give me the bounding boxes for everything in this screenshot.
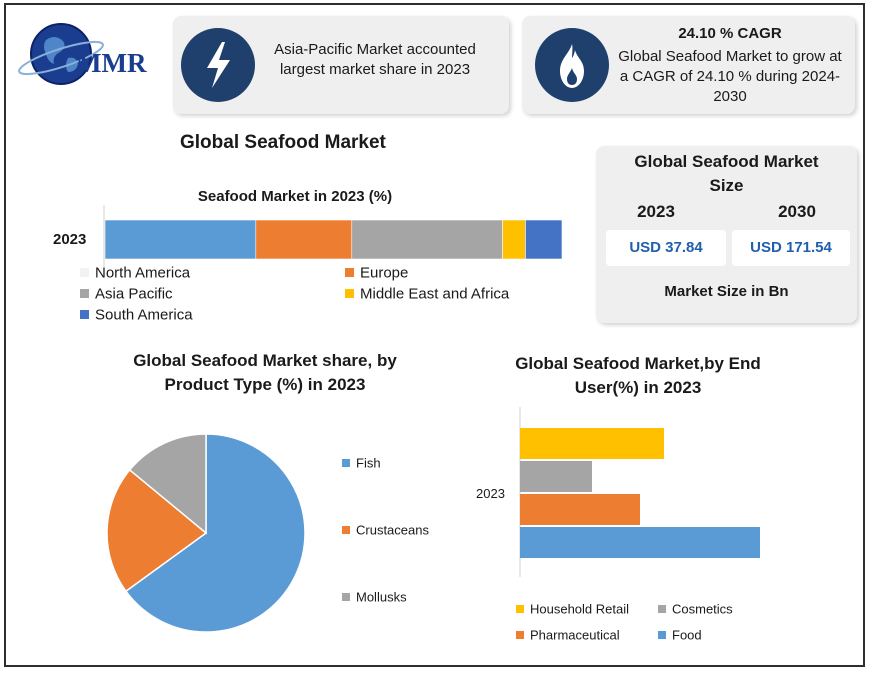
- stacked-bar-segment: [502, 219, 526, 260]
- legend-swatch: [80, 310, 89, 320]
- chart3-legend: Household Retail Cosmetics Pharmaceutical F…: [516, 600, 776, 650]
- logo: MMR: [16, 18, 161, 88]
- size-year-2030: 2030: [778, 202, 816, 221]
- chart1-legend: North America Europe Asia Pacific Middle Ea…: [80, 264, 540, 326]
- logo-text: MMR: [76, 48, 147, 78]
- legend-swatch: [516, 630, 524, 639]
- stacked-bar-segment: [104, 219, 257, 260]
- info-card-asia-pacific: Asia-Pacific Market accounted largest ma…: [173, 16, 509, 114]
- globe-icon: [18, 23, 104, 85]
- chart1-legend-item: Europe: [345, 264, 408, 282]
- cagr-text: Global Seafood Market to grow at a CAGR …: [618, 48, 842, 105]
- chart1-legend-item: South America: [80, 306, 193, 324]
- chart1-legend-item: Middle East and Africa: [345, 285, 509, 303]
- size-value-2023: USD 37.84: [606, 230, 726, 266]
- market-size-card: Global Seafood Market Size 2023 2030 USD…: [596, 146, 857, 323]
- chart2-legend-item: Crustaceans: [342, 521, 429, 539]
- chart1-category-label: 2023: [53, 231, 87, 248]
- stacked-bar-chart: [103, 205, 563, 267]
- chart2-legend-item: Fish: [342, 454, 381, 472]
- legend-swatch: [342, 525, 350, 534]
- end-user-bar: [520, 428, 664, 459]
- flame-icon: [535, 28, 609, 102]
- legend-label: Middle East and Africa: [360, 285, 510, 303]
- pie-slice: [128, 433, 207, 535]
- legend-label: Crustaceans: [356, 522, 429, 538]
- legend-swatch: [345, 289, 354, 299]
- pie-slice: [106, 468, 208, 593]
- legend-label: South America: [95, 306, 193, 324]
- size-card-title: Global Seafood Market Size: [634, 152, 819, 195]
- chart3-legend-item: Household Retail: [516, 600, 629, 618]
- legend-swatch: [658, 630, 666, 639]
- chart3-legend-item: Cosmetics: [658, 600, 733, 618]
- pie-slice: [124, 433, 306, 633]
- chart3-legend-item: Pharmaceutical: [516, 626, 620, 644]
- infographic-frame: [4, 3, 865, 667]
- page-title: Global Seafood Market: [180, 132, 386, 153]
- end-user-bar: [520, 494, 640, 525]
- lightning-icon: [181, 28, 255, 102]
- info-card-text: Asia-Pacific Market accounted largest ma…: [274, 41, 476, 78]
- legend-swatch: [345, 268, 354, 278]
- legend-label: Fish: [356, 455, 381, 471]
- legend-swatch: [658, 604, 666, 613]
- chart2-legend-item: Mollusks: [342, 588, 407, 606]
- chart1-title: Seafood Market in 2023 (%): [197, 188, 393, 205]
- chart1-legend-item: Asia Pacific: [80, 285, 173, 303]
- size-value-2030: USD 171.54: [732, 230, 850, 266]
- legend-swatch: [80, 268, 89, 278]
- chart3-title: Global Seafood Market,by End User(%) in …: [515, 354, 761, 397]
- stacked-bar-segment: [525, 219, 563, 260]
- chart3-legend-item: Food: [658, 626, 702, 644]
- end-user-bar: [520, 527, 760, 558]
- pie-chart: [106, 433, 306, 633]
- legend-label: Asia Pacific: [95, 285, 173, 303]
- size-year-2023: 2023: [637, 202, 675, 221]
- size-card-footer: Market Size in Bn: [664, 283, 789, 300]
- stacked-bar-segment: [255, 219, 353, 260]
- chart3-category-label: 2023: [476, 486, 505, 501]
- cagr-title: 24.10 % CAGR: [678, 25, 782, 42]
- legend-label: Household Retail: [530, 601, 630, 617]
- end-user-bar: [520, 461, 592, 492]
- end-user-bar-chart: [519, 407, 760, 577]
- legend-label: Europe: [360, 264, 409, 282]
- stacked-bar-segment: [351, 219, 503, 260]
- chart2-title: Global Seafood Market share, by Product …: [133, 351, 397, 394]
- legend-swatch: [516, 604, 524, 613]
- chart2-legend: Fish Crustaceans Mollusks: [342, 450, 472, 610]
- legend-label: Pharmaceutical: [530, 627, 620, 643]
- legend-label: Food: [672, 627, 702, 643]
- legend-label: Mollusks: [356, 589, 407, 605]
- legend-label: Cosmetics: [672, 601, 733, 617]
- info-card-cagr: 24.10 % CAGR Global Seafood Market to gr…: [522, 16, 855, 114]
- legend-label: North America: [95, 264, 191, 282]
- chart1-legend-item: North America: [80, 264, 190, 282]
- legend-swatch: [342, 458, 350, 467]
- legend-swatch: [342, 592, 350, 601]
- legend-swatch: [80, 289, 89, 299]
